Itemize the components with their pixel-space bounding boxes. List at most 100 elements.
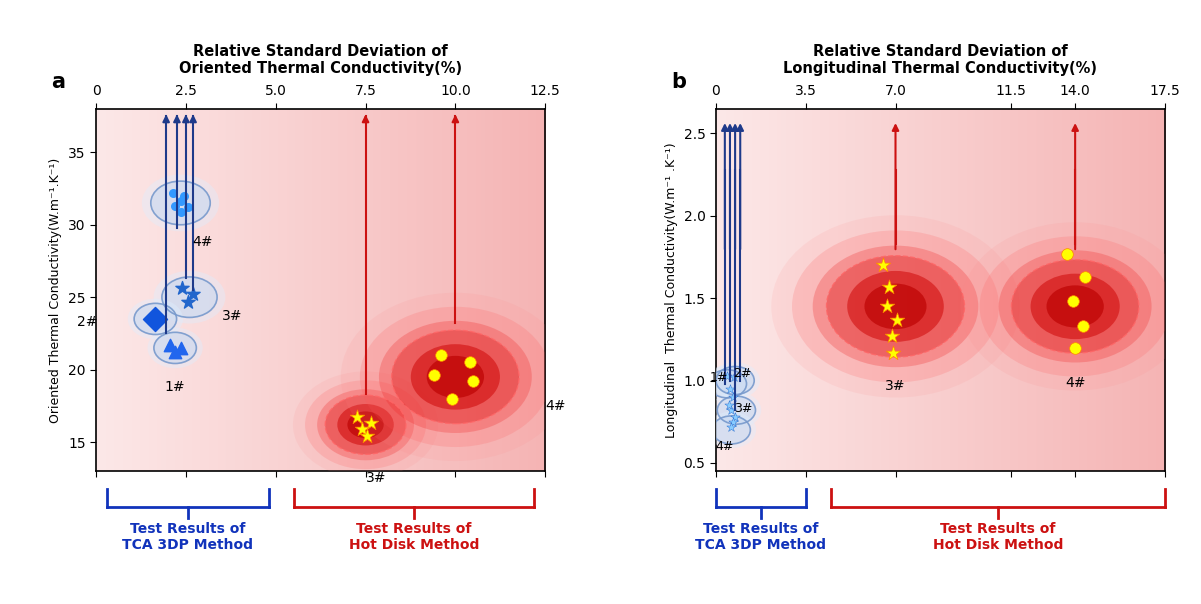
- Text: Test Results of
Hot Disk Method: Test Results of Hot Disk Method: [933, 522, 1063, 552]
- Ellipse shape: [999, 250, 1152, 362]
- Text: 3#: 3#: [366, 471, 387, 485]
- Ellipse shape: [341, 293, 570, 461]
- X-axis label: Relative Standard Deviation of
Longitudinal Thermal Conductivity(%): Relative Standard Deviation of Longitudi…: [783, 44, 1098, 76]
- Text: 2#: 2#: [734, 367, 752, 381]
- Y-axis label: Longitudinal  Thermal Conductivity(W.m⁻¹ .K⁻¹): Longitudinal Thermal Conductivity(W.m⁻¹ …: [665, 142, 677, 438]
- Ellipse shape: [162, 277, 217, 318]
- Ellipse shape: [154, 271, 226, 324]
- Ellipse shape: [961, 222, 1190, 391]
- Ellipse shape: [717, 396, 755, 424]
- Point: [442, 394, 461, 403]
- Ellipse shape: [712, 416, 751, 444]
- Ellipse shape: [706, 412, 757, 448]
- Text: Test Results of
TCA 3DP Method: Test Results of TCA 3DP Method: [695, 522, 826, 552]
- Text: 3#: 3#: [734, 402, 753, 415]
- Ellipse shape: [293, 371, 438, 478]
- Ellipse shape: [337, 404, 394, 446]
- Point: [173, 284, 192, 294]
- Point: [178, 297, 197, 306]
- Point: [171, 343, 190, 353]
- Ellipse shape: [127, 298, 183, 339]
- Point: [460, 358, 479, 367]
- Point: [352, 424, 371, 434]
- Point: [879, 282, 898, 292]
- Ellipse shape: [380, 321, 532, 433]
- Point: [174, 191, 193, 201]
- Ellipse shape: [813, 246, 979, 367]
- Point: [160, 340, 179, 350]
- Ellipse shape: [151, 181, 210, 225]
- Point: [171, 196, 190, 205]
- Ellipse shape: [142, 175, 219, 231]
- Ellipse shape: [847, 271, 944, 342]
- Text: Test Results of
Hot Disk Method: Test Results of Hot Disk Method: [348, 522, 479, 552]
- Point: [362, 419, 381, 428]
- Ellipse shape: [154, 332, 196, 364]
- Ellipse shape: [325, 395, 406, 454]
- Ellipse shape: [771, 215, 1020, 397]
- Ellipse shape: [135, 303, 177, 335]
- Point: [718, 371, 737, 381]
- Point: [171, 207, 190, 216]
- Point: [719, 400, 739, 410]
- Point: [721, 384, 740, 394]
- Ellipse shape: [791, 230, 999, 382]
- Text: 4#: 4#: [1065, 376, 1086, 390]
- Point: [178, 202, 197, 212]
- Point: [358, 431, 377, 441]
- Text: a: a: [52, 72, 65, 92]
- Point: [145, 314, 165, 324]
- Point: [883, 348, 902, 358]
- Point: [1076, 272, 1095, 281]
- Ellipse shape: [703, 365, 752, 402]
- Ellipse shape: [710, 362, 760, 399]
- Point: [464, 376, 483, 386]
- Text: 4#: 4#: [545, 399, 566, 413]
- Point: [873, 260, 892, 270]
- Point: [1065, 342, 1085, 352]
- Text: Test Results of
TCA 3DP Method: Test Results of TCA 3DP Method: [123, 522, 253, 552]
- Point: [882, 331, 901, 341]
- Point: [1058, 249, 1077, 259]
- Text: 1#: 1#: [165, 380, 185, 394]
- Ellipse shape: [980, 236, 1171, 376]
- X-axis label: Relative Standard Deviation of
Oriented Thermal Conductivity(%): Relative Standard Deviation of Oriented …: [179, 44, 462, 76]
- Text: 4#: 4#: [716, 440, 734, 453]
- Ellipse shape: [826, 255, 964, 357]
- Ellipse shape: [317, 389, 414, 460]
- Ellipse shape: [865, 284, 926, 329]
- Point: [1063, 297, 1082, 306]
- Point: [424, 371, 443, 381]
- Point: [724, 373, 743, 382]
- Point: [431, 350, 450, 360]
- Point: [166, 347, 185, 357]
- Text: 3#: 3#: [222, 309, 243, 323]
- Ellipse shape: [711, 392, 761, 428]
- Y-axis label: Oriented Thermal Conductivity(W.m⁻¹.K⁻¹): Oriented Thermal Conductivity(W.m⁻¹.K⁻¹): [49, 157, 62, 423]
- Point: [347, 413, 366, 422]
- Point: [163, 188, 183, 198]
- Ellipse shape: [1011, 260, 1139, 353]
- Point: [724, 417, 743, 426]
- Ellipse shape: [709, 370, 747, 398]
- Point: [184, 289, 203, 299]
- Point: [722, 405, 741, 415]
- Point: [723, 392, 742, 402]
- Point: [725, 412, 745, 422]
- Ellipse shape: [305, 381, 426, 469]
- Ellipse shape: [426, 356, 484, 398]
- Ellipse shape: [411, 344, 500, 410]
- Text: 3#: 3#: [885, 379, 906, 393]
- Ellipse shape: [392, 330, 519, 423]
- Ellipse shape: [360, 307, 551, 447]
- Text: 1#: 1#: [710, 371, 728, 384]
- Ellipse shape: [1030, 274, 1119, 339]
- Text: 2#: 2#: [77, 315, 97, 329]
- Text: b: b: [671, 72, 686, 92]
- Ellipse shape: [347, 411, 383, 438]
- Ellipse shape: [1046, 285, 1104, 327]
- Ellipse shape: [148, 327, 203, 368]
- Point: [877, 301, 896, 311]
- Text: 4#: 4#: [192, 235, 213, 249]
- Point: [166, 201, 185, 211]
